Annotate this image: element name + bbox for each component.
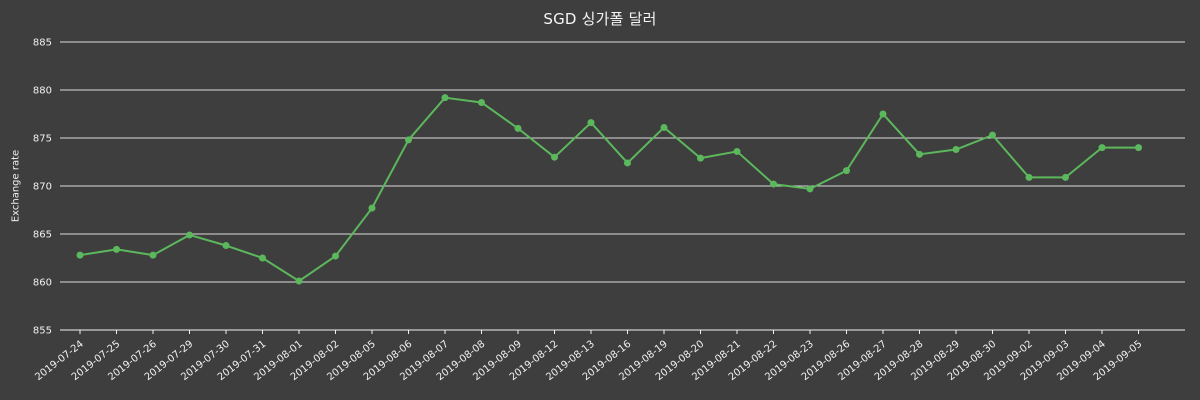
- data-point-marker: [697, 154, 704, 162]
- y-tick-label: 880: [33, 86, 52, 97]
- y-tick-label: 875: [33, 134, 52, 145]
- data-point-marker: [113, 245, 120, 253]
- y-tick-label: 860: [33, 278, 52, 289]
- data-point-marker: [551, 153, 558, 161]
- data-point-marker: [405, 136, 412, 144]
- data-point-marker: [1135, 144, 1142, 152]
- y-tick-label: 885: [33, 38, 52, 49]
- chart-title: SGD 싱가폴 달러: [543, 10, 657, 28]
- data-point-marker: [186, 231, 193, 239]
- data-point-marker: [879, 110, 887, 118]
- data-point-marker: [1062, 173, 1069, 181]
- data-point-marker: [587, 119, 595, 127]
- data-point-marker: [989, 131, 996, 139]
- data-point-marker: [1025, 173, 1033, 181]
- data-point-marker: [332, 252, 339, 260]
- y-tick-label: 870: [33, 182, 52, 193]
- y-tick-label: 865: [33, 230, 52, 241]
- data-point-marker: [368, 204, 376, 212]
- data-point-marker: [770, 180, 777, 188]
- data-point-marker: [843, 167, 850, 175]
- data-point-marker: [1098, 144, 1106, 152]
- data-point-marker: [806, 185, 814, 193]
- data-point-marker: [952, 146, 960, 154]
- data-point-marker: [441, 94, 449, 102]
- data-point-marker: [149, 251, 157, 259]
- data-point-marker: [514, 124, 522, 132]
- data-point-marker: [76, 251, 84, 259]
- data-point-marker: [295, 277, 303, 285]
- data-point-marker: [478, 98, 485, 106]
- data-point-marker: [660, 123, 668, 131]
- data-point-marker: [624, 159, 631, 167]
- data-point-marker: [222, 242, 230, 250]
- data-point-marker: [916, 150, 923, 158]
- series-line: [79, 96, 1140, 283]
- y-tick-label: 855: [33, 326, 52, 337]
- data-point-marker: [259, 254, 266, 262]
- data-point-marker: [733, 147, 741, 155]
